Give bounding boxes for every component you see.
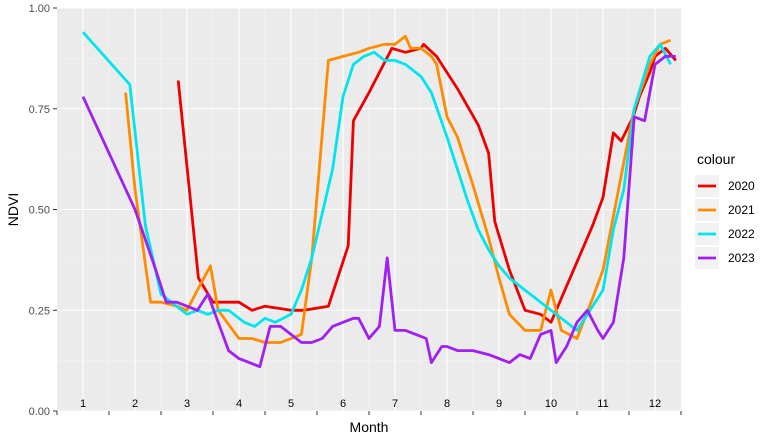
legend: colour 2020 2021 2022 2023 (695, 151, 755, 269)
x-tick-label: 12 (649, 398, 661, 410)
legend-label-2020: 2020 (728, 179, 755, 193)
x-tick-label: 4 (236, 398, 242, 410)
x-tick-label: 7 (392, 398, 398, 410)
x-tick-label: 11 (597, 398, 608, 410)
series-lines (81, 31, 677, 369)
x-tick-label: 10 (545, 398, 557, 410)
y-tick-label: 0.75 (29, 104, 50, 116)
series-line-2020 (176, 42, 677, 324)
x-tick-label: 5 (288, 398, 294, 410)
y-tick-label: 0.25 (29, 305, 50, 317)
legend-title: colour (697, 151, 735, 167)
legend-label-2022: 2022 (728, 227, 755, 241)
y-axis-title: NDVI (5, 193, 21, 226)
y-tick-label: 1.00 (29, 3, 50, 15)
series-line-2023 (81, 55, 676, 369)
x-axis: 1 2 3 4 5 6 7 8 9 10 11 12 (56, 398, 682, 415)
y-axis: 0.00 0.25 0.50 0.75 1.00 (29, 3, 57, 418)
x-axis-title: Month (350, 419, 389, 435)
y-tick-label: 0.00 (29, 406, 50, 418)
x-tick-label: 3 (184, 398, 190, 410)
series-line-2022 (81, 31, 672, 332)
x-tick-label: 6 (340, 398, 346, 410)
x-tick-label: 1 (80, 398, 86, 410)
x-tick-label: 8 (444, 398, 450, 410)
legend-label-2023: 2023 (728, 251, 755, 265)
x-tick-label: 9 (496, 398, 502, 410)
y-tick-label: 0.50 (29, 205, 50, 217)
x-tick-label: 2 (132, 398, 138, 410)
legend-label-2021: 2021 (728, 203, 755, 217)
